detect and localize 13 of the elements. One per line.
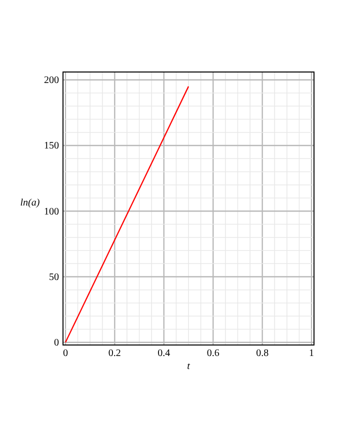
y-tick-label: 0 [54,338,59,349]
x-axis-title: t [187,361,190,372]
x-tick-label: 1 [309,348,314,360]
y-tick-label: 150 [44,140,59,152]
y-tick-label: 200 [44,75,59,86]
x-tick-label: 0.6 [206,348,220,360]
y-axis-title: ln(a) [20,198,40,208]
x-tick-label: 0.4 [158,348,170,360]
x-tick-label: 0.8 [256,348,269,360]
y-tick-label: 100 [44,206,59,218]
y-tick-label: 50 [49,272,59,283]
x-tick-label: 0 [62,348,68,360]
x-tick-label: 0.2 [108,348,121,360]
